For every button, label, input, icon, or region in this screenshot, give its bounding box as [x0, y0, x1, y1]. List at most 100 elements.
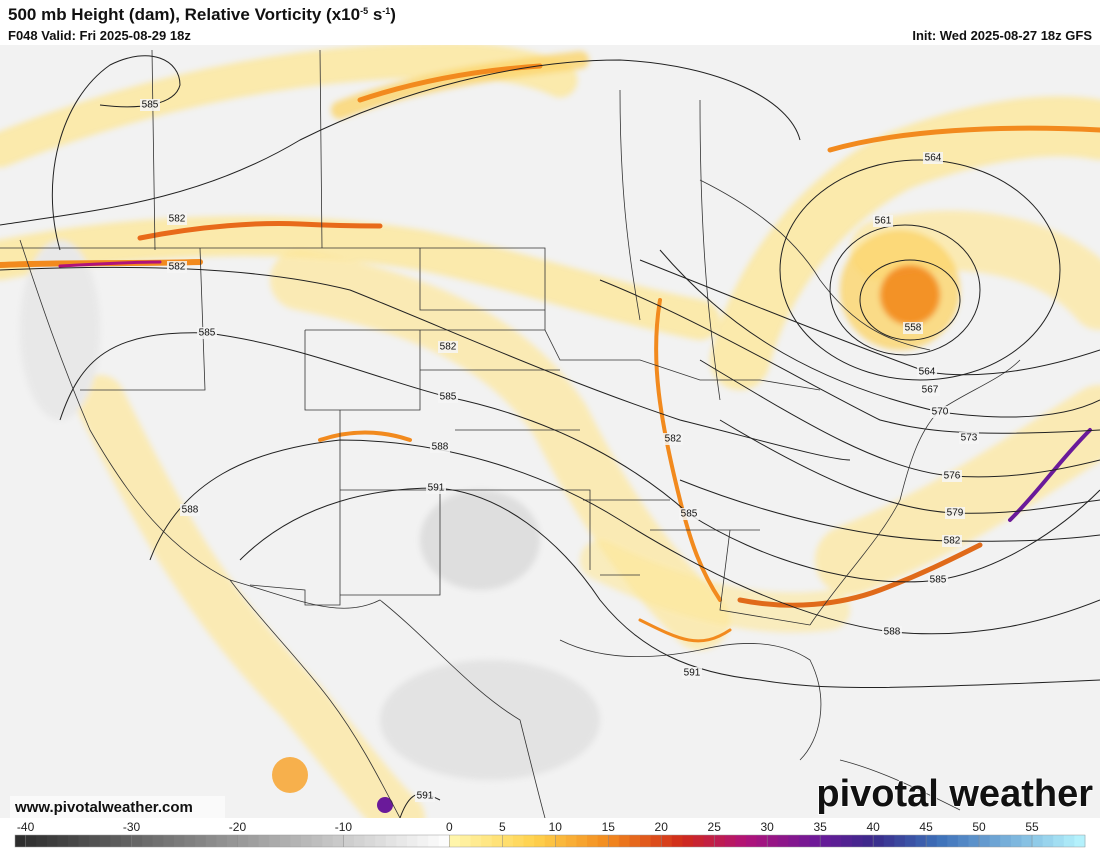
contour-label: 564	[919, 367, 936, 378]
colorbar-tick-label: -30	[123, 820, 141, 834]
contour-label: 585	[930, 575, 947, 586]
colorbar-cell	[703, 835, 715, 847]
colorbar-cell	[15, 835, 27, 847]
contour-label-backdrop	[920, 384, 940, 396]
contour-label: 582	[665, 434, 682, 445]
boundaries	[0, 49, 1021, 818]
contour-label-backdrop	[682, 667, 702, 679]
colorbar-tick-label: 5	[499, 820, 506, 834]
contour-label-backdrop	[438, 391, 458, 403]
colorbar-tick-label: 35	[813, 820, 827, 834]
colorbar-cell	[385, 835, 397, 847]
colorbar-cell	[682, 835, 694, 847]
vorticity-field	[0, 45, 1100, 818]
valid-time: F048 Valid: Fri 2025-08-29 18z	[8, 28, 191, 43]
colorbar-cell	[46, 835, 58, 847]
title: 500 mb Height (dam), Relative Vorticity …	[8, 5, 396, 24]
colorbar-cell	[343, 835, 355, 847]
colorbar-cell	[322, 835, 334, 847]
colorbar-cell	[1010, 835, 1022, 847]
colorbar-cell	[936, 835, 948, 847]
colorbar-cell	[1063, 835, 1075, 847]
colorbar-cell	[459, 835, 472, 847]
colorbar-cell	[195, 835, 207, 847]
colorbar-cell	[78, 835, 90, 847]
colorbar-cell	[523, 835, 535, 847]
contour-label-backdrop	[942, 535, 962, 547]
colorbar-cell	[226, 835, 238, 847]
contour-labels: 585 582 582 585 582 585 588 591 588 582 585 564 561 5…	[140, 99, 979, 802]
colorbar-cell	[491, 835, 503, 847]
colorbar-cell	[354, 835, 366, 847]
init-time: Init: Wed 2025-08-27 18z GFS	[912, 28, 1092, 43]
colorbar-cell	[735, 835, 747, 847]
colorbar-cell	[364, 835, 376, 847]
colorbar-cell	[629, 835, 641, 847]
colorbar-cell	[311, 835, 323, 847]
contour-label: 588	[884, 627, 901, 638]
colorbar-cell	[1042, 835, 1054, 847]
colorbar-cell	[576, 835, 588, 847]
colorbar-cell	[926, 835, 938, 847]
contour-label-backdrop	[942, 470, 962, 482]
colorbar-cell	[375, 835, 387, 847]
colorbar-cell	[36, 835, 48, 847]
colorbar: -40 -30 -20 -10 0 5 10 15 20 25 30 35 40 45 50 55	[14, 820, 1086, 848]
contour-label: 582	[169, 214, 186, 225]
colorbar-cell	[745, 835, 758, 847]
contour-label-backdrop	[959, 432, 979, 444]
colorbar-cell	[830, 835, 842, 847]
contour-label-backdrop	[438, 341, 458, 353]
colorbar-cell	[1053, 835, 1065, 847]
colorbar-cell	[671, 835, 683, 847]
colorbar-cell	[152, 835, 164, 847]
colorbar-cell	[788, 835, 800, 847]
colorbar-tick-label: 30	[760, 820, 774, 834]
colorbar-cell	[502, 835, 514, 847]
colorbar-cell	[89, 835, 101, 847]
colorbar-cell	[587, 835, 599, 847]
contour-label: 558	[905, 323, 922, 334]
colorbar-cell	[555, 835, 567, 847]
colorbar-cell	[258, 835, 270, 847]
colorbar-cell	[1021, 835, 1033, 847]
colorbar-cell	[851, 835, 864, 847]
colorbar-cell	[883, 835, 895, 847]
contour-label-backdrop	[426, 482, 446, 494]
colorbar-cell	[1000, 835, 1012, 847]
colorbar-cell	[131, 835, 143, 847]
colorbar-cell	[1032, 835, 1044, 847]
contour-label-backdrop	[679, 508, 699, 520]
colorbar-cell	[873, 835, 885, 847]
colorbar-cell	[438, 835, 450, 847]
map: 585 582 582 585 582 585 588 591 588 582 585 564 561 5…	[0, 45, 1100, 818]
colorbar-cell	[290, 835, 302, 847]
contour-label-backdrop	[930, 406, 950, 418]
colorbar-tick-label: 55	[1025, 820, 1039, 834]
contour-label: 585	[440, 392, 457, 403]
colorbar-tick-label: -40	[17, 820, 35, 834]
contour-label: 579	[947, 508, 964, 519]
colorbar-cell	[216, 835, 228, 847]
contour-label: 585	[681, 509, 698, 520]
colorbar-cell	[417, 835, 429, 847]
colorbar-cell	[57, 835, 69, 847]
colorbar-tick-label: 50	[972, 820, 986, 834]
colorbar-cell	[724, 835, 736, 847]
logo: pivotal weather	[816, 773, 1093, 815]
colorbar-cell	[1074, 835, 1086, 847]
colorbar-cell	[661, 835, 673, 847]
colorbar-cell	[279, 835, 291, 847]
contour-label-backdrop	[415, 790, 435, 802]
colorbar-cell	[989, 835, 1001, 847]
colorbar-cell	[640, 835, 652, 847]
colorbar-cell	[841, 835, 853, 847]
contour-label-backdrop	[873, 215, 893, 227]
colorbar-tick-label: 0	[446, 820, 453, 834]
contour-label: 591	[417, 791, 434, 802]
contour-label-backdrop	[903, 322, 923, 334]
colorbar-cell	[862, 835, 874, 847]
contour-label: 582	[440, 342, 457, 353]
colorbar-cell	[809, 835, 821, 847]
